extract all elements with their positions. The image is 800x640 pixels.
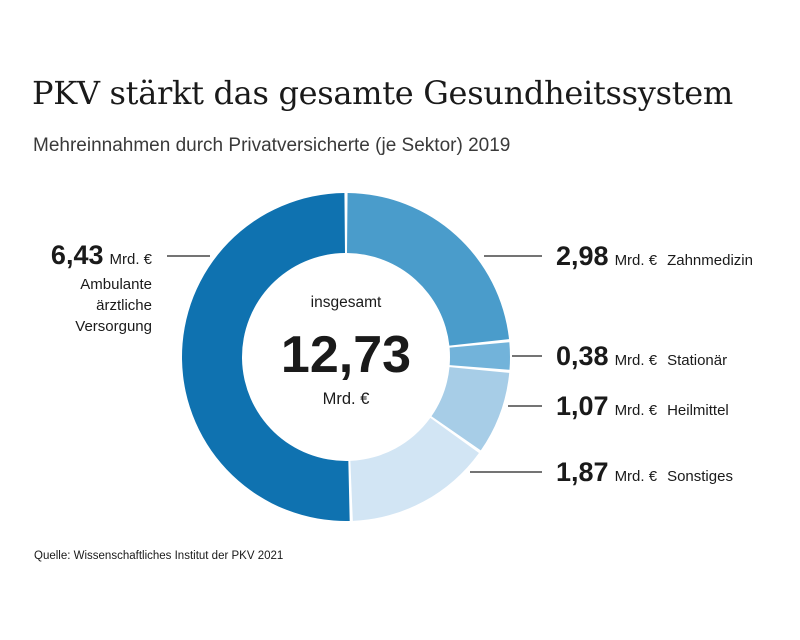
data-label-zahnmedizin: 2,98 Mrd. € Zahnmedizin	[556, 241, 753, 271]
slice-heilmittel	[431, 367, 510, 451]
category-label-line-3: Versorgung	[75, 318, 152, 335]
data-label-sonstiges: 1,87 Mrd. € Sonstiges	[556, 457, 733, 487]
source-note: Quelle: Wissenschaftliches Institut der …	[34, 550, 284, 562]
slice-ambulante	[181, 193, 350, 521]
data-label-stationaer: 0,38 Mrd. € Stationär	[556, 341, 727, 371]
center-unit: Mrd. €	[323, 390, 370, 408]
category-label-line-2: ärztliche	[96, 297, 152, 314]
chart-title: PKV stärkt das gesamte Gesundheitssystem	[32, 74, 733, 112]
slice-stationaer	[449, 342, 510, 370]
chart-subtitle: Mehreinnahmen durch Privatversicherte (j…	[33, 135, 511, 156]
slice-sonstiges	[350, 417, 479, 521]
data-label-heilmittel: 1,07 Mrd. € Heilmittel	[556, 391, 729, 421]
data-label-ambulante: 6,43 Mrd. €	[51, 240, 153, 270]
category-label-line-1: Ambulante	[80, 276, 152, 293]
center-value: 12,73	[281, 326, 411, 384]
slice-zahnmedizin	[346, 193, 510, 346]
center-label: insgesamt	[311, 294, 382, 311]
